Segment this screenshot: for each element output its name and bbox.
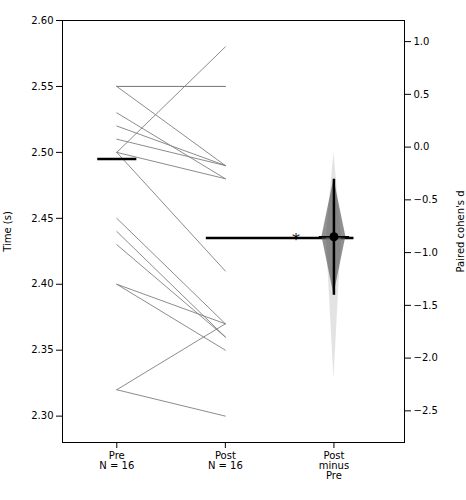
svg-text:−0.5: −0.5 — [414, 194, 438, 205]
svg-text:PostminusPre: PostminusPre — [319, 450, 349, 481]
svg-text:2.35: 2.35 — [31, 344, 53, 355]
svg-text:2.30: 2.30 — [31, 410, 53, 421]
svg-text:2.55: 2.55 — [31, 81, 53, 92]
svg-text:Time (s): Time (s) — [2, 211, 13, 253]
svg-text:Paired cohen's d: Paired cohen's d — [455, 191, 466, 273]
svg-text:−1.0: −1.0 — [414, 247, 438, 258]
svg-text:−1.5: −1.5 — [414, 300, 438, 311]
svg-text:2.40: 2.40 — [31, 278, 53, 289]
svg-text:0.5: 0.5 — [414, 89, 430, 100]
svg-text:PostN = 16: PostN = 16 — [208, 450, 243, 471]
svg-text:*: * — [292, 230, 300, 249]
svg-text:−2.0: −2.0 — [414, 352, 438, 363]
svg-text:2.45: 2.45 — [31, 213, 53, 224]
svg-text:PreN = 16: PreN = 16 — [99, 450, 134, 471]
svg-text:2.60: 2.60 — [31, 15, 53, 26]
svg-text:−2.5: −2.5 — [414, 405, 438, 416]
svg-text:1.0: 1.0 — [414, 36, 430, 47]
svg-text:0.0: 0.0 — [414, 141, 430, 152]
svg-text:2.50: 2.50 — [31, 147, 53, 158]
